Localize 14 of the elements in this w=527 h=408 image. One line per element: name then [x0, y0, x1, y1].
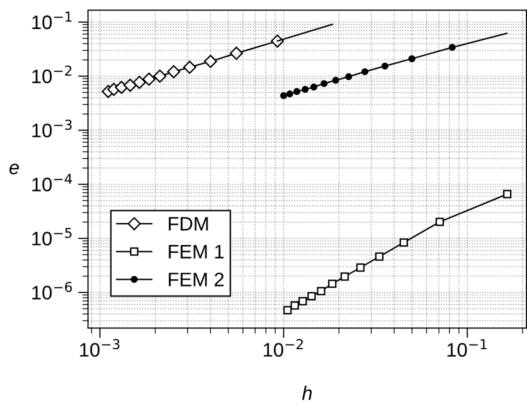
y-tick-label: 10$^{−5}$: [32, 228, 72, 246]
y-tick-label: 10$^{−6}$: [32, 282, 72, 300]
x-tick-label: 10$^{−3}$: [80, 339, 120, 357]
y-axis-title: e: [9, 164, 19, 174]
x-tick-label: 10$^{−2}$: [264, 339, 303, 357]
x-axis-title: h: [302, 386, 312, 400]
legend-label: FDM: [168, 217, 208, 230]
legend-label: FEM 1: [168, 244, 224, 258]
y-tick-label: 10$^{−2}$: [32, 66, 72, 84]
y-tick-label: 10$^{−3}$: [32, 120, 72, 138]
y-tick-label: 10$^{−1}$: [32, 12, 72, 30]
y-tick-label: 10$^{−4}$: [32, 174, 72, 192]
x-tick-label: 10$^{−1}$: [447, 339, 487, 357]
legend-label: FEM 2: [168, 272, 224, 286]
